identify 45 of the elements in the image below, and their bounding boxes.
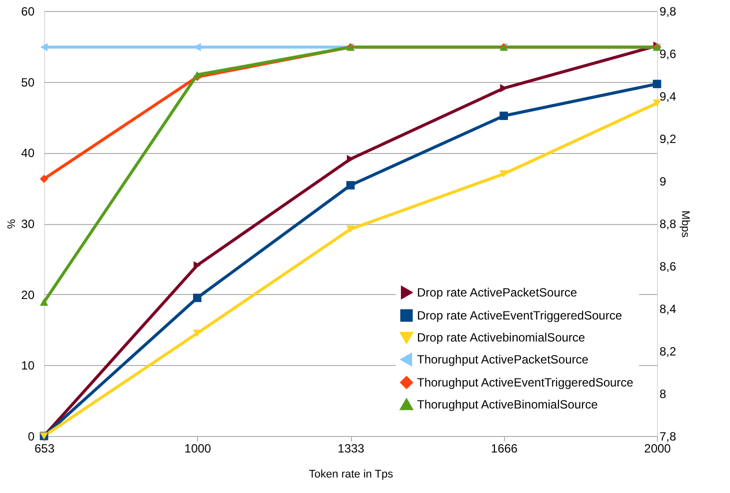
y-axis-title: % [6,218,18,229]
point [40,174,48,184]
y-tick-label: 10 [21,358,35,373]
x-tick-label: 1000 [184,442,212,456]
y-tick-label: 50 [21,75,35,90]
y2-tick-label: 8 [660,387,666,401]
y2-tick-label: 9,4 [660,90,677,104]
y2-axis-title: Mbps [679,210,692,238]
y-tick-label: 0 [28,430,35,444]
y-tick-label: 30 [21,217,35,231]
y-tick-label: 20 [21,288,35,302]
legend-label: Drop rate ActiveEventTriggeredSource [417,308,622,322]
y-tick-label: 60 [21,4,35,18]
point [346,226,355,233]
x-axis-title: Token rate in Tps [308,468,394,480]
point [652,99,662,107]
x-tick-label: 2000 [644,442,672,456]
point [193,294,202,302]
legend-label: Thorughput ActivePacketSource [417,352,589,366]
x-tick-label: 653 [34,442,55,456]
x-tick-label: 1666 [490,442,518,456]
point [40,42,48,52]
legend-label: Drop rate ActivePacketSource [417,286,578,300]
y2-tick-label: 8,8 [660,217,677,231]
y2-tick-label: 9,6 [660,47,677,61]
y2-tick-label: 9,2 [660,132,677,146]
point [40,298,48,306]
y2-tick-label: 8,6 [660,260,677,274]
legend-label: Thorughput ActiveEventTriggeredSource [417,376,634,390]
point [500,112,508,120]
y2-tick-label: 8,2 [660,344,677,358]
y2-tick-label: 8,4 [660,302,677,316]
point [346,181,355,190]
x-tick-label: 1333 [338,442,365,456]
point [193,71,202,78]
point [652,80,662,88]
legend-label: Drop rate ActivebinomialSource [417,330,586,344]
point [500,84,508,92]
point [346,154,354,164]
y2-tick-label: 9,8 [660,4,677,18]
point [500,170,508,178]
y2-tick-label: 9 [660,174,666,188]
y-tick-label: 40 [21,146,35,160]
legend-label: Thorughput ActiveBinomialSource [417,398,598,412]
y2-tick-label: 7,8 [660,430,677,444]
